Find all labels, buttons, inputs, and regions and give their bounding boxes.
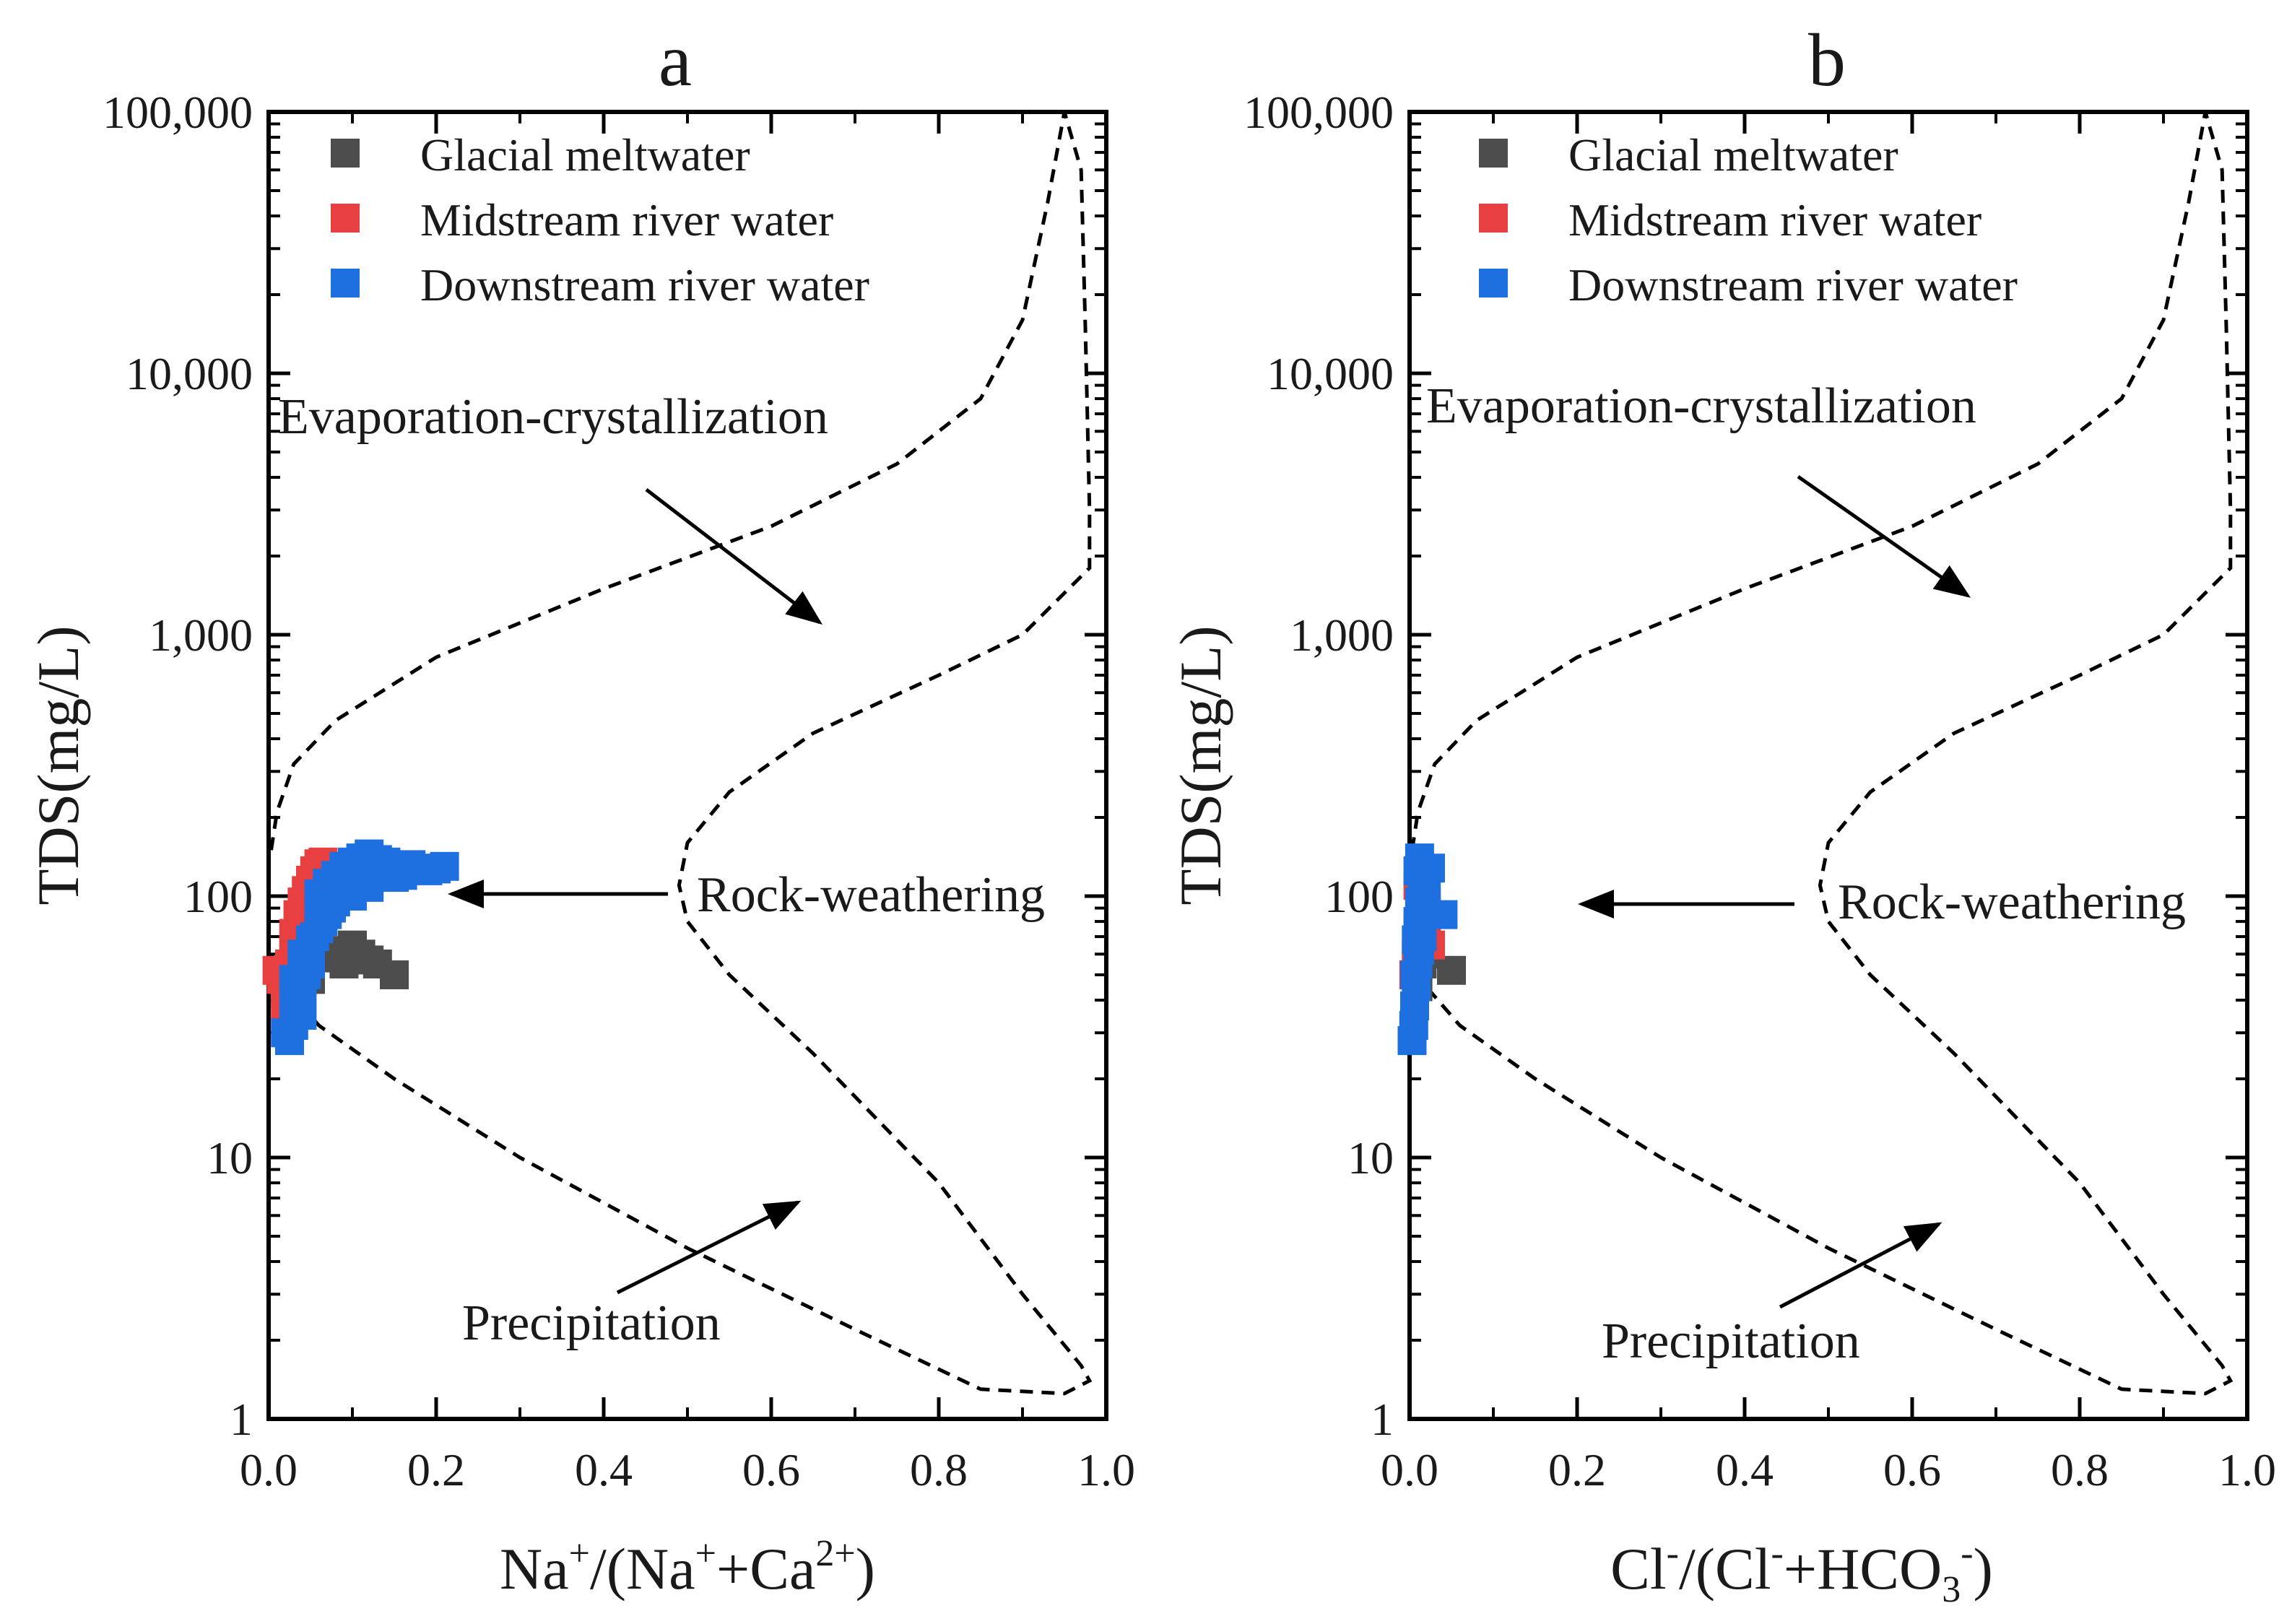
legend-label-midstream: Midstream river water	[420, 194, 833, 246]
panel-b-arrow-precipitation	[1779, 1222, 1942, 1309]
x-title-sup: -	[1961, 1533, 1973, 1574]
panel-a-legend: Glacial meltwater Midstream river water …	[331, 129, 869, 311]
x-tick-label: 0.0	[1381, 1444, 1438, 1495]
point-downstream-river-water	[279, 965, 308, 994]
x-title-sup: 2+	[815, 1533, 855, 1574]
x-tick-label: 0.4	[1716, 1444, 1774, 1495]
y-tick-label: 100	[183, 871, 253, 922]
x-tick-label: 0.6	[742, 1444, 800, 1495]
legend-label-glacial: Glacial meltwater	[420, 129, 750, 181]
x-title-sub: 3	[1942, 1569, 1961, 1610]
panel-a-annotation-evaporation: Evaporation-crystallization	[278, 389, 828, 445]
y-tick-label: 1,000	[1290, 609, 1394, 661]
point-downstream-river-water	[296, 925, 325, 955]
panel-b-x-axis-title: Cl-/(Cl-+HCO3-)	[1610, 1533, 1993, 1610]
point-glacial-meltwater	[1437, 955, 1466, 985]
point-downstream-river-water	[1416, 854, 1445, 883]
point-downstream-river-water	[1402, 925, 1431, 955]
x-title-part: )	[1974, 1536, 1993, 1602]
panel-b-legend: Glacial meltwater Midstream river water …	[1479, 129, 2018, 311]
point-downstream-river-water	[1428, 900, 1458, 929]
x-tick-label: 0.8	[2051, 1444, 2109, 1495]
y-tick-label: 1,000	[149, 609, 253, 661]
panel-b-arrow-evaporation	[1797, 474, 1971, 598]
y-tick-label: 1	[230, 1394, 253, 1445]
x-title-part: )	[856, 1536, 875, 1602]
panel-b-gibbs-envelope	[1410, 111, 2234, 1396]
panel-b-annotation-evaporation: Evaporation-crystallization	[1426, 378, 1976, 434]
panel-a-annotation-precipitation: Precipitation	[462, 1295, 721, 1351]
x-tick-label: 1.0	[2218, 1444, 2276, 1495]
legend-label-downstream: Downstream river water	[1568, 259, 2018, 311]
panel-a-ticks	[266, 110, 1108, 1421]
legend-swatch-midstream	[331, 204, 360, 233]
y-tick-label: 10,000	[1267, 348, 1394, 399]
panel-a-label: a	[659, 19, 692, 102]
panel-b-y-tick-labels: 1 10 100 1,000 10,000 100,000	[1243, 87, 1394, 1445]
panel-a-annotation-rock-weathering: Rock-weathering	[697, 867, 1045, 923]
panel-a-arrow-precipitation	[616, 1200, 802, 1295]
x-tick-label: 0.6	[1883, 1444, 1941, 1495]
x-title-part: Cl	[1610, 1536, 1666, 1602]
legend-label-downstream: Downstream river water	[420, 259, 869, 311]
x-tick-label: 0.4	[575, 1444, 633, 1495]
y-tick-label: 1	[1371, 1394, 1394, 1445]
point-downstream-river-water	[430, 851, 459, 881]
y-tick-label: 10,000	[126, 348, 253, 399]
point-downstream-river-water	[388, 861, 417, 890]
x-title-part: /(Cl	[1679, 1536, 1771, 1602]
panel-b-y-axis-title: TDS(mg/L)	[1168, 625, 1233, 905]
x-tick-label: 0.8	[910, 1444, 968, 1495]
panel-a-x-axis-title: Na+/(Na++Ca2+)	[500, 1533, 875, 1602]
point-downstream-river-water	[313, 869, 342, 898]
x-title-part: +Ca	[716, 1536, 815, 1602]
panel-b-x-tick-labels: 0.0 0.2 0.4 0.6 0.8 1.0	[1381, 1444, 2276, 1495]
panel-a-points	[262, 839, 459, 1056]
x-title-part: +HCO	[1784, 1536, 1942, 1602]
panel-a-y-axis-title: TDS(mg/L)	[25, 625, 91, 905]
y-tick-label: 100,000	[103, 87, 253, 138]
panel-b-points	[1397, 843, 1466, 1056]
legend-swatch-glacial	[1479, 139, 1508, 168]
legend-swatch-glacial	[331, 139, 360, 168]
panel-a-gibbs-envelope	[269, 111, 1093, 1396]
y-tick-label: 100,000	[1243, 87, 1394, 138]
point-downstream-river-water	[1400, 960, 1429, 989]
y-tick-label: 100	[1324, 871, 1394, 922]
panel-a-y-tick-labels: 1 10 100 1,000 10,000 100,000	[103, 87, 253, 1445]
x-title-sup: +	[695, 1533, 716, 1574]
legend-label-midstream: Midstream river water	[1568, 194, 1981, 246]
legend-swatch-midstream	[1479, 204, 1508, 233]
x-tick-label: 0.2	[407, 1444, 465, 1495]
panel-b-annotation-rock-weathering: Rock-weathering	[1838, 874, 2186, 930]
y-tick-label: 10	[207, 1132, 253, 1184]
legend-label-glacial: Glacial meltwater	[1568, 129, 1898, 181]
x-tick-label: 0.0	[240, 1444, 298, 1495]
point-glacial-meltwater	[380, 960, 409, 989]
x-tick-label: 0.2	[1548, 1444, 1606, 1495]
x-title-sup: +	[569, 1533, 590, 1574]
x-title-part: Na	[500, 1536, 569, 1602]
legend-swatch-downstream	[1479, 269, 1508, 298]
panel-a-arrow-evaporation	[645, 488, 822, 625]
x-title-sup: -	[1667, 1533, 1679, 1574]
panel-a-x-tick-labels: 0.0 0.2 0.4 0.6 0.8 1.0	[240, 1444, 1135, 1495]
point-downstream-river-water	[355, 872, 384, 902]
y-tick-label: 10	[1347, 1132, 1394, 1184]
x-tick-label: 1.0	[1077, 1444, 1135, 1495]
panel-b-annotation-precipitation: Precipitation	[1602, 1313, 1860, 1369]
panel-b-label: b	[1808, 19, 1846, 102]
x-title-part: /(Na	[590, 1536, 695, 1602]
x-title-sup: -	[1771, 1533, 1784, 1574]
point-downstream-river-water	[287, 1001, 317, 1030]
legend-swatch-downstream	[331, 269, 360, 298]
